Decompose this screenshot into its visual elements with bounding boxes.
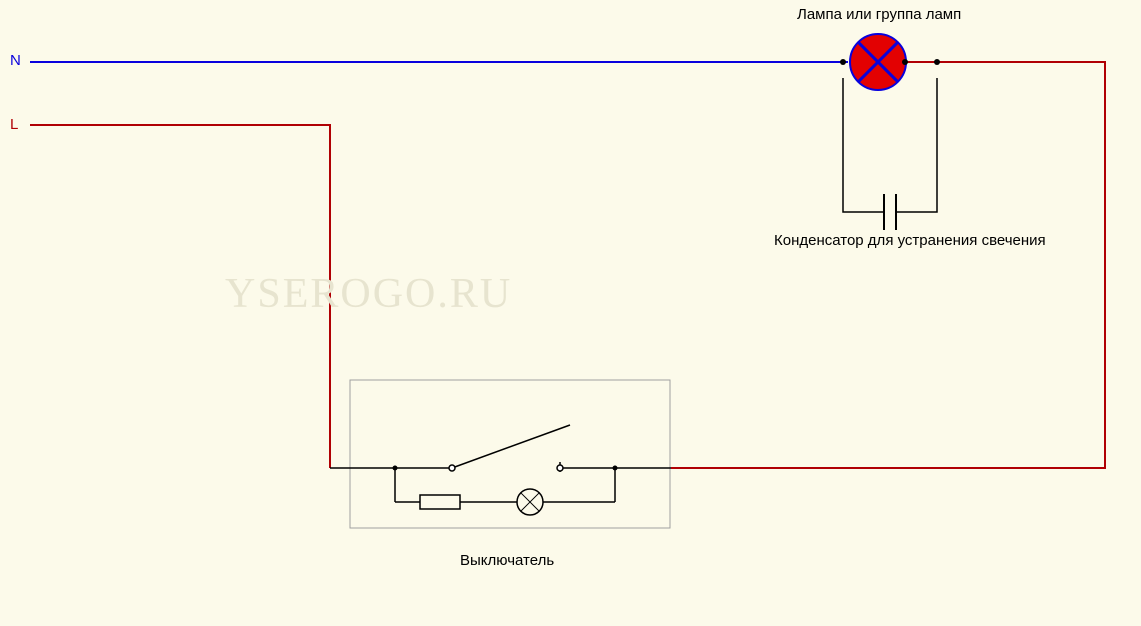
circuit-svg xyxy=(0,0,1141,626)
resistor-symbol xyxy=(420,495,460,509)
background xyxy=(0,0,1141,626)
label-lamp: Лампа или группа ламп xyxy=(797,6,961,23)
diagram-canvas: YSEROGO.RU N L Лампа или группа ламп Кон… xyxy=(0,0,1141,626)
indicator-junction-left xyxy=(393,466,398,471)
label-switch: Выключатель xyxy=(460,552,554,569)
label-live: L xyxy=(10,116,18,133)
label-neutral: N xyxy=(10,52,21,69)
junction-left xyxy=(840,59,846,65)
lamp-symbol xyxy=(850,34,906,90)
switch-pivot xyxy=(449,465,455,471)
switch-contact xyxy=(557,465,563,471)
label-capacitor: Конденсатор для устранения свечения xyxy=(774,232,1046,249)
junction-live xyxy=(902,59,908,65)
indicator-junction-right xyxy=(613,466,618,471)
junction-right xyxy=(934,59,940,65)
